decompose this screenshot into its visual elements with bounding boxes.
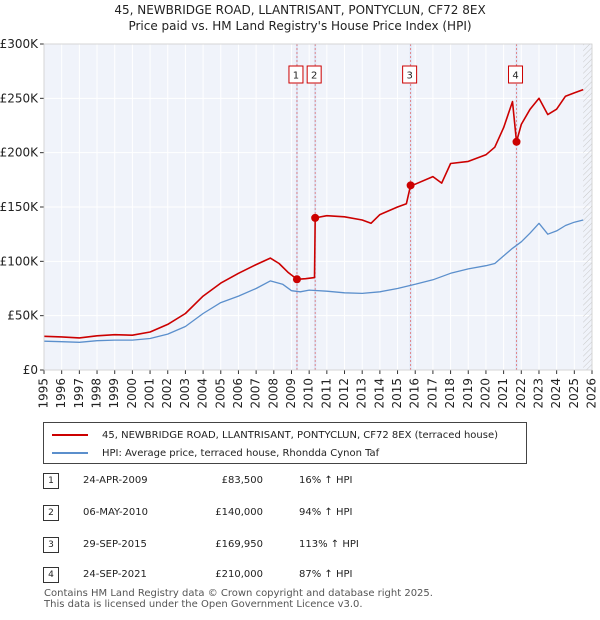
transaction-marker-label: 2	[311, 71, 317, 82]
x-tick-label: 2004	[196, 378, 210, 409]
transaction-date: 29-SEP-2015	[83, 539, 147, 550]
transaction-date: 24-APR-2009	[83, 475, 148, 486]
transaction-number: 3	[43, 537, 59, 553]
transaction-hpi: 94% ↑ HPI	[299, 507, 353, 518]
x-tick-label: 2014	[372, 378, 386, 409]
x-tick-label: 2022	[514, 378, 528, 409]
x-tick-label: 2002	[160, 378, 174, 409]
x-tick-label: 2019	[461, 378, 475, 409]
x-tick-label: 2001	[143, 378, 157, 409]
transaction-hpi: 113% ↑ HPI	[299, 539, 359, 550]
chart-subtitle: Price paid vs. HM Land Registry's House …	[128, 19, 472, 33]
transaction-guides	[295, 44, 518, 370]
transaction-marker-box	[508, 65, 524, 84]
table-row: 1 24-APR-2009 £83,500 16% ↑ HPI	[43, 473, 443, 493]
transaction-price: £83,500	[221, 475, 263, 486]
transaction-price: £210,000	[215, 569, 263, 580]
x-tick-label: 2011	[319, 378, 333, 409]
x-tick-label: 2026	[585, 378, 599, 409]
footer-copyright: Contains HM Land Registry data © Crown c…	[44, 588, 433, 599]
footer: Contains HM Land Registry data © Crown c…	[44, 588, 433, 610]
x-tick-label: 2009	[284, 378, 298, 409]
transaction-hpi: 16% ↑ HPI	[299, 475, 353, 486]
footer-licence: This data is licensed under the Open Gov…	[44, 599, 363, 610]
x-tick-label: 1999	[107, 378, 121, 409]
transaction-date: 24-SEP-2021	[83, 569, 147, 580]
chart-title: 45, NEWBRIDGE ROAD, LLANTRISANT, PONTYCL…	[114, 3, 486, 17]
x-tick-label: 2006	[231, 378, 245, 409]
x-tick-label: 2017	[425, 378, 439, 409]
legend-label-hpi: HPI: Average price, terraced house, Rhon…	[102, 447, 380, 459]
legend-swatch-property	[52, 434, 88, 436]
x-tick-label: 2015	[390, 378, 404, 409]
x-tick-label: 2024	[549, 378, 563, 409]
x-tick-label: 2008	[266, 378, 280, 409]
price-chart: 1 2 3 4 1995 1996 1997 1998 1999 2000 2001 2002 200…	[0, 37, 599, 409]
x-tick-label: 2025	[567, 378, 581, 409]
future-shade	[583, 44, 592, 370]
x-tick-label: 1996	[54, 378, 68, 409]
x-tick-label: 1997	[72, 378, 86, 409]
x-tick-label: 2016	[408, 378, 422, 409]
transaction-point	[292, 275, 301, 284]
transaction-marker-box	[306, 65, 322, 84]
transaction-point	[512, 137, 521, 146]
transaction-points	[292, 137, 521, 284]
transaction-marker-box	[288, 65, 304, 84]
legend-label-property: 45, NEWBRIDGE ROAD, LLANTRISANT, PONTYCL…	[102, 429, 499, 441]
x-tick-label: 2007	[249, 378, 263, 409]
x-tick-label: 2013	[355, 378, 369, 409]
x-tick-label: 2000	[125, 378, 139, 409]
y-tick-label: £250K	[0, 91, 39, 105]
y-tick-label: £50K	[7, 309, 39, 323]
y-tick-label: £100K	[0, 254, 39, 268]
transaction-band	[314, 44, 317, 370]
y-tick-label: £300K	[0, 37, 39, 51]
transaction-hpi: 87% ↑ HPI	[299, 569, 353, 580]
x-tick-label: 1995	[37, 378, 51, 409]
x-tick-label: 2005	[213, 378, 227, 409]
legend-item-property: 45, NEWBRIDGE ROAD, LLANTRISANT, PONTYCL…	[52, 427, 498, 443]
transaction-point	[311, 213, 320, 222]
y-tick-label: £150K	[0, 200, 39, 214]
transaction-band	[295, 44, 298, 370]
x-tick-label: 2003	[178, 378, 192, 409]
table-row: 4 24-SEP-2021 £210,000 87% ↑ HPI	[43, 567, 443, 587]
transaction-price: £169,950	[215, 539, 263, 550]
transaction-marker-box	[402, 65, 418, 84]
legend: 45, NEWBRIDGE ROAD, LLANTRISANT, PONTYCL…	[43, 422, 527, 464]
transaction-number: 2	[43, 505, 59, 521]
x-tick-label: 2020	[478, 378, 492, 409]
x-tick-label: 2012	[337, 378, 351, 409]
property-price-line	[43, 88, 584, 339]
transaction-markers: 1 2 3 4	[288, 65, 524, 84]
x-tick-label: 2018	[443, 378, 457, 409]
transaction-band	[515, 44, 518, 370]
table-row: 3 29-SEP-2015 £169,950 113% ↑ HPI	[43, 537, 443, 557]
y-tick-label: £200K	[0, 146, 39, 160]
transaction-marker-label: 1	[293, 71, 299, 82]
x-tick-label: 1998	[90, 378, 104, 409]
transaction-band	[409, 44, 412, 370]
legend-item-hpi: HPI: Average price, terraced house, Rhon…	[52, 445, 379, 461]
table-row: 2 06-MAY-2010 £140,000 94% ↑ HPI	[43, 505, 443, 525]
series-lines	[43, 88, 584, 343]
legend-swatch-hpi	[52, 452, 88, 454]
y-tick-label: £0	[23, 363, 38, 377]
transaction-price: £140,000	[215, 507, 263, 518]
transaction-marker-label: 3	[406, 71, 412, 82]
transaction-point	[406, 181, 415, 190]
transaction-marker-label: 4	[512, 71, 518, 82]
x-tick-label: 2023	[531, 378, 545, 409]
transaction-date: 06-MAY-2010	[83, 507, 149, 518]
x-tick-label: 2010	[302, 378, 316, 409]
hpi-line	[43, 219, 584, 343]
transaction-number: 1	[43, 473, 59, 489]
x-tick-label: 2021	[496, 378, 510, 409]
plot-border	[43, 43, 593, 371]
axes: 1995 1996 1997 1998 1999 2000 2001 2002 2003 2004…	[0, 37, 599, 409]
forecast-shade	[583, 44, 592, 370]
transaction-number: 4	[43, 567, 59, 583]
